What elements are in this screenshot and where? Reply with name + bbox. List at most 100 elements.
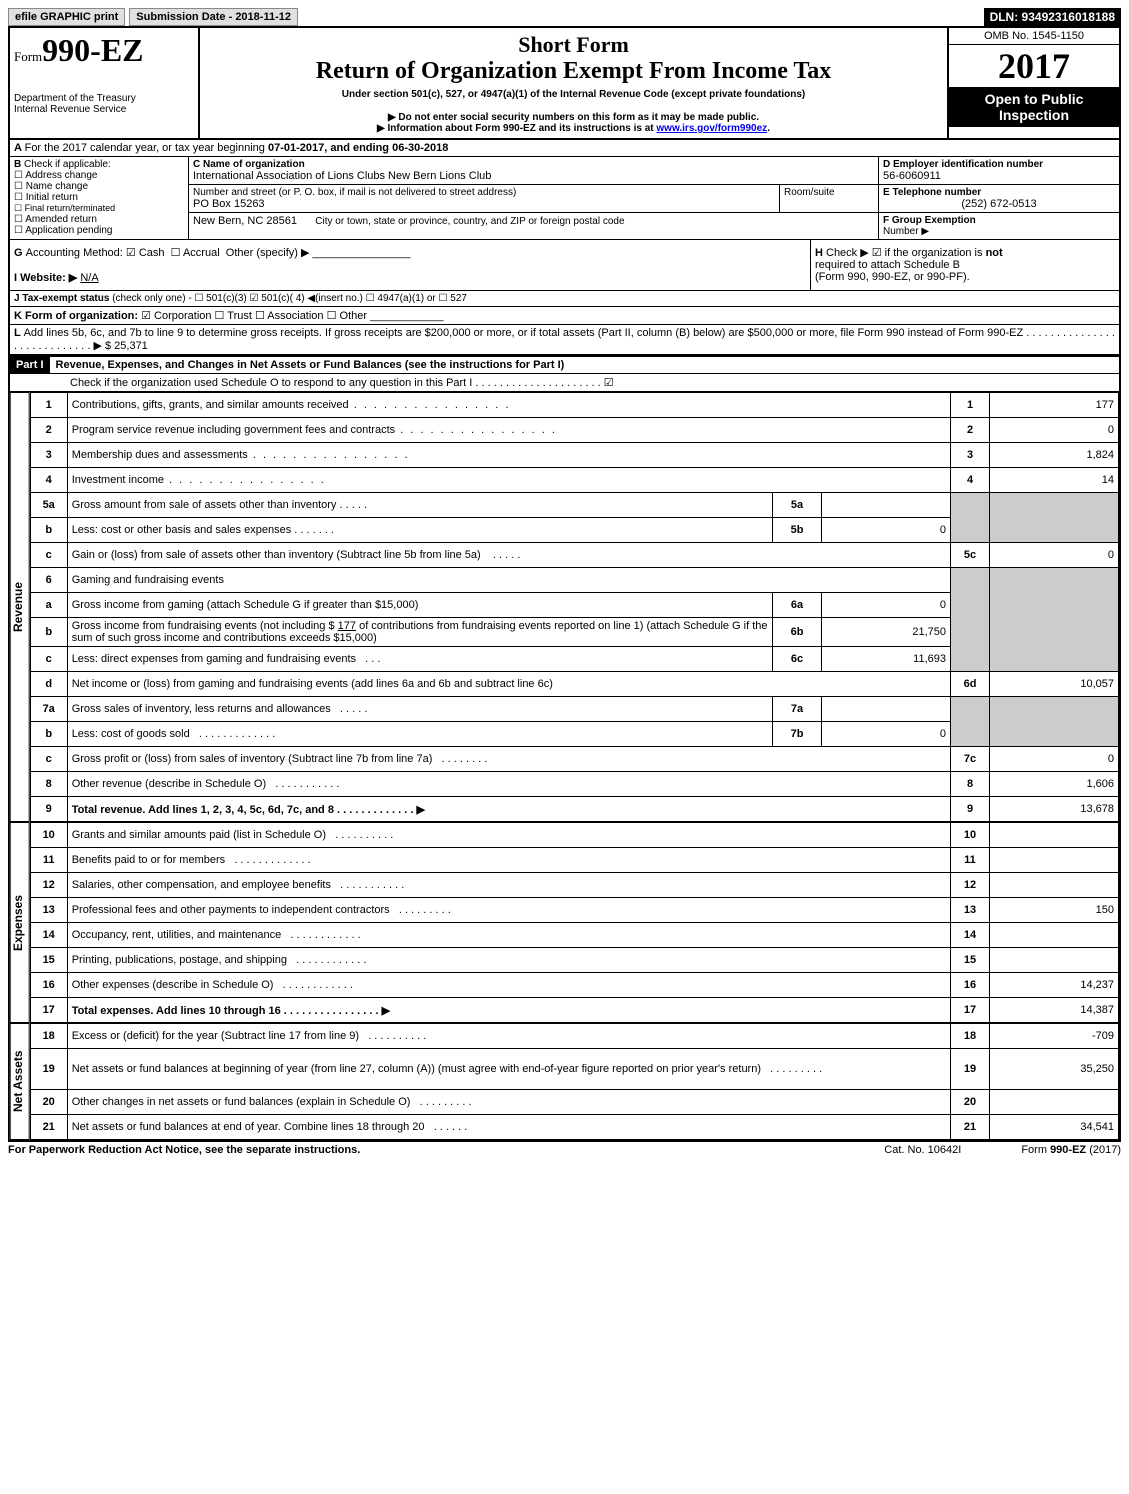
- note-info-pre: ▶ Information about Form 990-EZ and its …: [377, 123, 656, 134]
- line-8-num: 8: [30, 772, 67, 797]
- ein-value: 56-6060911: [883, 170, 1115, 182]
- line-5c-text: Gain or (loss) from sale of assets other…: [72, 549, 481, 561]
- line-21-boxnum: 21: [951, 1115, 990, 1140]
- line-a-mid: , and ending: [324, 142, 392, 154]
- line-20-num: 20: [30, 1090, 67, 1115]
- line-f-label: F Group Exemption: [883, 215, 1115, 226]
- line-17-num: 17: [30, 998, 67, 1023]
- part-i-checkbox[interactable]: ☑: [604, 377, 614, 389]
- org-city: New Bern, NC 28561: [193, 215, 297, 227]
- line-k-opts: ☑ Corporation ☐ Trust ☐ Association ☐ Ot…: [141, 310, 367, 322]
- line-9-boxnum: 9: [951, 797, 990, 822]
- radio-other[interactable]: Other (specify) ▶: [226, 247, 310, 259]
- form990ez-link[interactable]: www.irs.gov/form990ez: [656, 123, 767, 134]
- line-3-num: 3: [30, 443, 67, 468]
- line-21-num: 21: [30, 1115, 67, 1140]
- telephone-value: (252) 672-0513: [883, 198, 1115, 210]
- line-2-boxnum: 2: [951, 418, 990, 443]
- chk-final-return[interactable]: Final return/terminated: [14, 203, 184, 214]
- addr-label: Number and street (or P. O. box, if mail…: [193, 187, 775, 198]
- line-6b-num: b: [30, 618, 67, 647]
- website-value: N/A: [80, 272, 98, 284]
- line-19-boxnum: 19: [951, 1049, 990, 1090]
- line-i-label: I Website: ▶: [14, 272, 77, 284]
- line-15-num: 15: [30, 948, 67, 973]
- line-8-value: 1,606: [990, 772, 1119, 797]
- line-a-pre: For the 2017 calendar year, or tax year …: [25, 142, 268, 154]
- line-6c-subbox: 6c: [773, 647, 822, 672]
- line-f-number: Number ▶: [883, 226, 1115, 237]
- line-5b-subval: 0: [822, 518, 951, 543]
- net-assets-lines-table: 18 Excess or (deficit) for the year (Sub…: [30, 1023, 1119, 1140]
- line-7a-subval: [822, 697, 951, 722]
- expenses-sidebar: Expenses: [10, 822, 30, 1023]
- line-6a-subbox: 6a: [773, 593, 822, 618]
- line-3-text: Membership dues and assessments: [72, 449, 410, 461]
- line-h-2: required to attach Schedule B: [815, 259, 960, 271]
- line-12-boxnum: 12: [951, 873, 990, 898]
- chk-address-change[interactable]: Address change: [14, 170, 184, 181]
- radio-accrual[interactable]: Accrual: [171, 247, 220, 259]
- efile-print-button[interactable]: efile GRAPHIC print: [8, 8, 125, 26]
- line-1-num: 1: [30, 393, 67, 418]
- line-7c-value: 0: [990, 747, 1119, 772]
- chk-amended-return[interactable]: Amended return: [14, 214, 184, 225]
- line-a-end: 06-30-2018: [392, 142, 448, 154]
- line-h-3: (Form 990, 990-EZ, or 990-PF).: [815, 271, 970, 283]
- room-suite-label: Room/suite: [779, 185, 878, 212]
- dept-treasury: Department of the Treasury: [14, 93, 194, 104]
- line-16-text: Other expenses (describe in Schedule O): [72, 979, 274, 991]
- line-7b-subbox: 7b: [773, 722, 822, 747]
- line-18-num: 18: [30, 1024, 67, 1049]
- line-6a-text: Gross income from gaming (attach Schedul…: [67, 593, 772, 618]
- line-a-begin: 07-01-2017: [268, 142, 324, 154]
- footer-form-no: 990-EZ: [1050, 1144, 1086, 1156]
- line-6d-text: Net income or (loss) from gaming and fun…: [67, 672, 950, 697]
- line-18-boxnum: 18: [951, 1024, 990, 1049]
- line-10-num: 10: [30, 823, 67, 848]
- short-form-title: Short Form: [204, 32, 943, 58]
- line-7a-subbox: 7a: [773, 697, 822, 722]
- line-1-text: Contributions, gifts, grants, and simila…: [72, 399, 511, 411]
- line-9-text: Total revenue. Add lines 1, 2, 3, 4, 5c,…: [72, 804, 425, 816]
- line-6d-num: d: [30, 672, 67, 697]
- line-h-1: Check ▶ ☑ if the organization is: [826, 247, 986, 259]
- line-g-label: Accounting Method:: [26, 247, 123, 259]
- line-6b-text1: Gross income from fundraising events (no…: [72, 620, 338, 632]
- line-12-text: Salaries, other compensation, and employ…: [72, 879, 331, 891]
- line-4-text: Investment income: [72, 474, 326, 486]
- line-20-text: Other changes in net assets or fund bala…: [72, 1096, 411, 1108]
- org-address: PO Box 15263: [193, 198, 775, 210]
- open-public-1: Open to Public: [953, 91, 1115, 107]
- line-5b-subbox: 5b: [773, 518, 822, 543]
- footer-form-year: (2017): [1086, 1144, 1121, 1156]
- line-6-text: Gaming and fundraising events: [67, 568, 950, 593]
- chk-application-pending[interactable]: Application pending: [14, 225, 184, 236]
- line-10-text: Grants and similar amounts paid (list in…: [72, 829, 326, 841]
- footer-cat-no: Cat. No. 10642I: [884, 1144, 961, 1156]
- line-3-boxnum: 3: [951, 443, 990, 468]
- line-7a-num: 7a: [30, 697, 67, 722]
- line-10-boxnum: 10: [951, 823, 990, 848]
- line-5b-num: b: [30, 518, 67, 543]
- line-5c-value: 0: [990, 543, 1119, 568]
- radio-cash[interactable]: Cash: [126, 247, 165, 259]
- chk-initial-return[interactable]: Initial return: [14, 192, 184, 203]
- line-15-boxnum: 15: [951, 948, 990, 973]
- line-19-text: Net assets or fund balances at beginning…: [72, 1063, 761, 1075]
- line-1-boxnum: 1: [951, 393, 990, 418]
- line-7c-boxnum: 7c: [951, 747, 990, 772]
- line-14-text: Occupancy, rent, utilities, and maintena…: [72, 929, 282, 941]
- subtitle: Under section 501(c), 527, or 4947(a)(1)…: [204, 89, 943, 100]
- line-2-value: 0: [990, 418, 1119, 443]
- line-6a-num: a: [30, 593, 67, 618]
- line-14-num: 14: [30, 923, 67, 948]
- line-16-num: 16: [30, 973, 67, 998]
- line-5a-text: Gross amount from sale of assets other t…: [72, 499, 337, 511]
- line-15-value: [990, 948, 1119, 973]
- line-6c-text: Less: direct expenses from gaming and fu…: [72, 653, 356, 665]
- line-5a-num: 5a: [30, 493, 67, 518]
- line-6c-num: c: [30, 647, 67, 672]
- line-9-num: 9: [30, 797, 67, 822]
- chk-name-change[interactable]: Name change: [14, 181, 184, 192]
